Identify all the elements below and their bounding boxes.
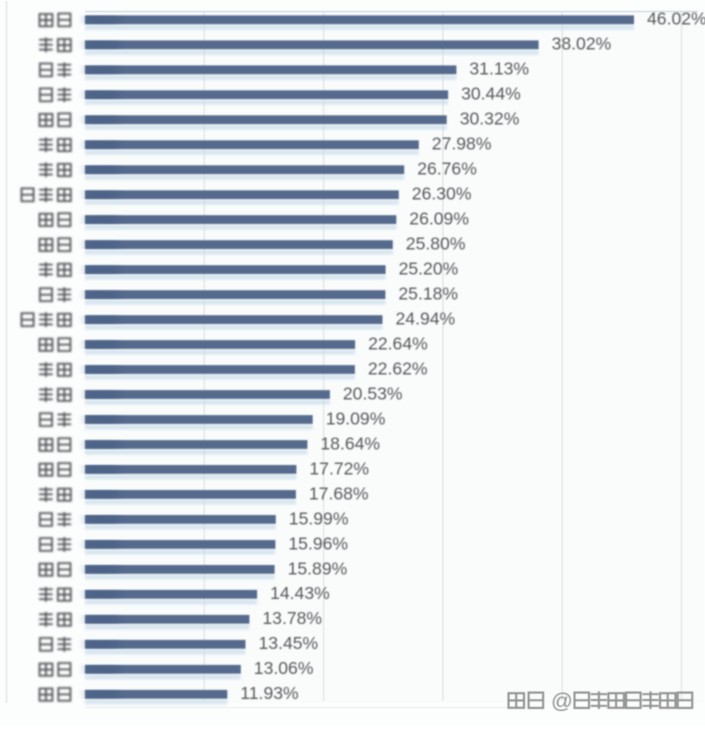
svg-text:26.76%: 26.76%: [417, 159, 477, 179]
svg-text:46.02%: 46.02%: [647, 9, 705, 29]
svg-text:@: @: [551, 689, 573, 713]
svg-text:13.78%: 13.78%: [262, 608, 322, 628]
svg-text:25.18%: 25.18%: [398, 284, 458, 304]
svg-text:18.64%: 18.64%: [320, 433, 380, 453]
svg-text:30.44%: 30.44%: [461, 84, 521, 104]
svg-text:31.13%: 31.13%: [469, 59, 529, 79]
svg-text:22.64%: 22.64%: [368, 333, 428, 353]
svg-text:25.80%: 25.80%: [406, 234, 466, 254]
svg-text:17.72%: 17.72%: [309, 458, 369, 478]
svg-text:22.62%: 22.62%: [368, 358, 428, 378]
svg-text:27.98%: 27.98%: [432, 134, 492, 154]
svg-text:17.68%: 17.68%: [309, 483, 369, 503]
svg-text:15.96%: 15.96%: [288, 533, 348, 553]
svg-text:15.89%: 15.89%: [288, 558, 348, 578]
svg-text:26.30%: 26.30%: [412, 184, 472, 204]
svg-text:14.43%: 14.43%: [270, 583, 330, 603]
svg-text:13.06%: 13.06%: [254, 658, 314, 678]
svg-text:20.53%: 20.53%: [343, 383, 403, 403]
svg-text:19.09%: 19.09%: [326, 408, 386, 428]
svg-text:24.94%: 24.94%: [396, 309, 456, 329]
svg-text:38.02%: 38.02%: [552, 34, 612, 54]
svg-text:13.45%: 13.45%: [259, 633, 319, 653]
svg-text:25.20%: 25.20%: [399, 259, 459, 279]
svg-text:15.99%: 15.99%: [289, 508, 349, 528]
svg-text:11.93%: 11.93%: [240, 683, 299, 703]
svg-text:26.09%: 26.09%: [409, 209, 469, 229]
svg-text:30.32%: 30.32%: [460, 109, 520, 129]
